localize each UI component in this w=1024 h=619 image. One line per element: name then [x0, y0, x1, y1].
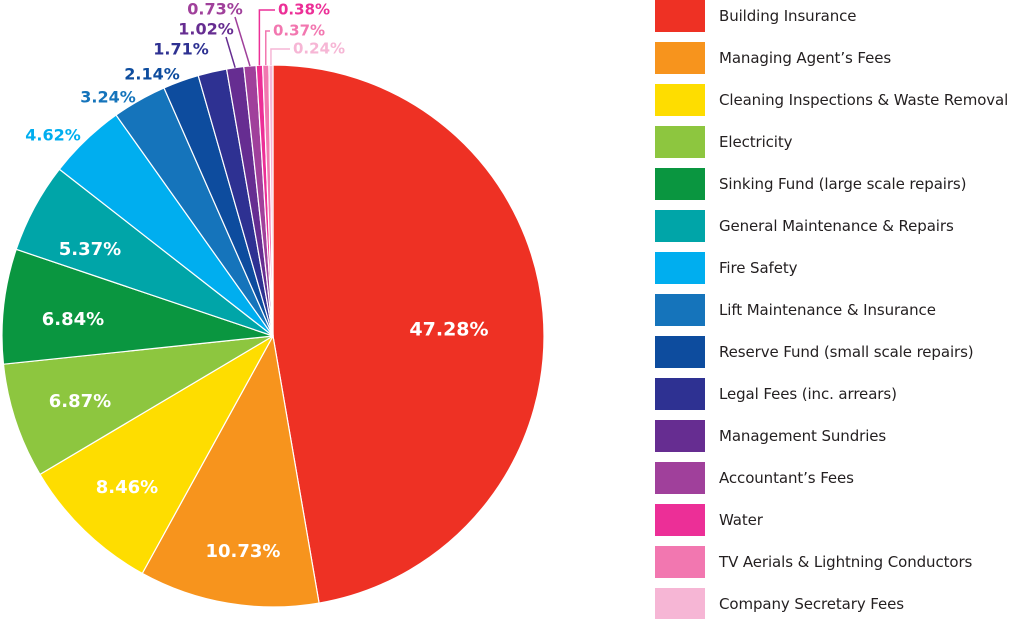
legend-swatch	[655, 504, 705, 536]
pie-slice-labels: 47.28% 10.73% 8.46% 6.87% 6.84% 5.37% 4.62% 3.2…	[25, 0, 488, 562]
slice-value-label: 1.71%	[153, 40, 209, 59]
legend-label: TV Aerials & Lightning Conductors	[719, 553, 973, 571]
legend-label: Company Secretary Fees	[719, 595, 904, 613]
legend-swatch	[655, 378, 705, 410]
slice-value-label: 0.73%	[187, 0, 243, 19]
chart-legend: Building Insurance Managing Agent’s Fees C…	[655, 0, 1024, 619]
legend-label: Lift Maintenance & Insurance	[719, 301, 936, 319]
legend-label: Fire Safety	[719, 259, 798, 277]
legend-item-fire-safety: Fire Safety	[655, 252, 798, 284]
legend-item-electricity: Electricity	[655, 126, 793, 158]
legend-swatch	[655, 0, 705, 32]
slice-value-label: 5.37%	[59, 239, 121, 260]
legend-swatch	[655, 294, 705, 326]
legend-label: Accountant’s Fees	[719, 469, 854, 487]
legend-swatch	[655, 588, 705, 619]
slice-value-label: 6.84%	[42, 309, 104, 330]
slice-value-label: 6.87%	[49, 391, 111, 412]
legend-label: Reserve Fund (small scale repairs)	[719, 343, 974, 361]
slice-value-label: 0.37%	[273, 22, 325, 40]
slice-value-label: 0.24%	[293, 40, 345, 58]
legend-item-reserve-fund-small-scale-repairs: Reserve Fund (small scale repairs)	[655, 336, 974, 368]
leader-line	[265, 30, 270, 66]
legend-label: Water	[719, 511, 763, 529]
legend-label: Legal Fees (inc. arrears)	[719, 385, 897, 403]
legend-swatch	[655, 168, 705, 200]
slice-value-label: 2.14%	[124, 65, 180, 84]
legend-item-company-secretary-fees: Company Secretary Fees	[655, 588, 904, 619]
leader-line	[270, 48, 290, 66]
pie-chart: 47.28% 10.73% 8.46% 6.87% 6.84% 5.37% 4.62% 3.2…	[1, 0, 545, 608]
legend-swatch	[655, 210, 705, 242]
slice-value-label: 3.24%	[80, 88, 136, 107]
slice-value-label: 0.38%	[278, 1, 330, 19]
legend-item-sinking-fund-large-scale-repairs: Sinking Fund (large scale repairs)	[655, 168, 966, 200]
legend-item-tv-aerials-lightning-conductors: TV Aerials & Lightning Conductors	[655, 546, 972, 578]
pie-chart-svg: 47.28% 10.73% 8.46% 6.87% 6.84% 5.37% 4.62% 3.2…	[1, 0, 545, 608]
legend-swatch	[655, 336, 705, 368]
legend-item-managing-agents-fees: Managing Agent’s Fees	[655, 42, 891, 74]
slice-value-label: 8.46%	[96, 477, 158, 498]
legend-swatch	[655, 252, 705, 284]
slice-value-label: 4.62%	[25, 126, 81, 145]
legend-label: Managing Agent’s Fees	[719, 49, 892, 67]
legend-swatch	[655, 84, 705, 116]
legend-swatch	[655, 462, 705, 494]
pie-slice-electricity	[2, 335, 274, 475]
leader-line	[234, 16, 251, 67]
legend-label: Electricity	[719, 133, 793, 151]
pie-slices	[1, 64, 545, 608]
legend-item-lift-maintenance-insurance: Lift Maintenance & Insurance	[655, 294, 936, 326]
pie-slice-building-insurance	[272, 64, 545, 604]
slice-value-label: 47.28%	[409, 319, 488, 341]
legend-item-building-insurance: Building Insurance	[655, 0, 857, 32]
legend-label: Building Insurance	[719, 7, 857, 25]
pie-slice-managing-agents-fees	[141, 335, 320, 608]
legend-label: Cleaning Inspections & Waste Removal	[719, 91, 1009, 109]
legend-label: Management Sundries	[719, 427, 887, 445]
pie-slice-cleaning-inspections-waste-removal	[39, 335, 274, 574]
legend-swatch	[655, 546, 705, 578]
leader-line	[258, 9, 275, 66]
legend-item-general-maintenance-repairs: General Maintenance & Repairs	[655, 210, 954, 242]
legend-swatch	[655, 420, 705, 452]
legend-label: Sinking Fund (large scale repairs)	[719, 175, 967, 193]
leader-line	[225, 36, 236, 68]
pie-leader-lines	[225, 9, 290, 68]
legend-swatch	[655, 42, 705, 74]
legend-swatch	[655, 126, 705, 158]
pie-slice-sinking-fund-large-scale-repairs	[1, 248, 274, 365]
slice-value-label: 1.02%	[178, 20, 234, 39]
slice-value-label: 10.73%	[206, 541, 281, 562]
legend-label: General Maintenance & Repairs	[719, 217, 954, 235]
legend-item-cleaning-inspections-waste-removal: Cleaning Inspections & Waste Removal	[655, 84, 1008, 116]
legend-item-water: Water	[655, 504, 763, 536]
legend-item-legal-fees-inc-arrears: Legal Fees (inc. arrears)	[655, 378, 897, 410]
legend-item-accountants-fees: Accountant’s Fees	[655, 462, 854, 494]
legend-item-management-sundries: Management Sundries	[655, 420, 886, 452]
